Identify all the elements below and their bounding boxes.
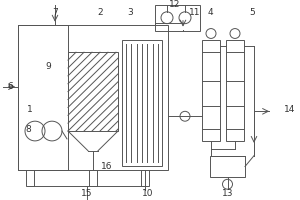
Text: 10: 10 (142, 189, 154, 198)
Bar (89, 170, 97, 186)
Bar (210, 156, 245, 177)
Text: 3: 3 (127, 8, 133, 17)
Text: 9: 9 (45, 62, 51, 71)
Text: 12: 12 (169, 0, 181, 9)
Bar (226, 40, 244, 141)
Text: 5: 5 (249, 8, 255, 17)
Bar (155, 5, 200, 31)
Text: 6: 6 (7, 82, 13, 91)
Bar (68, 52, 118, 131)
Text: 4: 4 (207, 8, 213, 17)
Bar (202, 40, 220, 141)
Bar (122, 40, 162, 166)
Text: 15: 15 (81, 189, 93, 198)
Text: 8: 8 (25, 125, 31, 134)
Text: 13: 13 (222, 189, 234, 198)
Bar (18, 25, 168, 170)
Bar (141, 170, 149, 186)
Text: 16: 16 (101, 162, 112, 171)
Text: 7: 7 (52, 8, 58, 17)
Bar (18, 25, 68, 170)
Text: 14: 14 (284, 105, 296, 114)
Text: 1: 1 (27, 105, 33, 114)
Bar (26, 170, 34, 186)
Text: 2: 2 (97, 8, 103, 17)
Text: 11: 11 (189, 8, 201, 17)
